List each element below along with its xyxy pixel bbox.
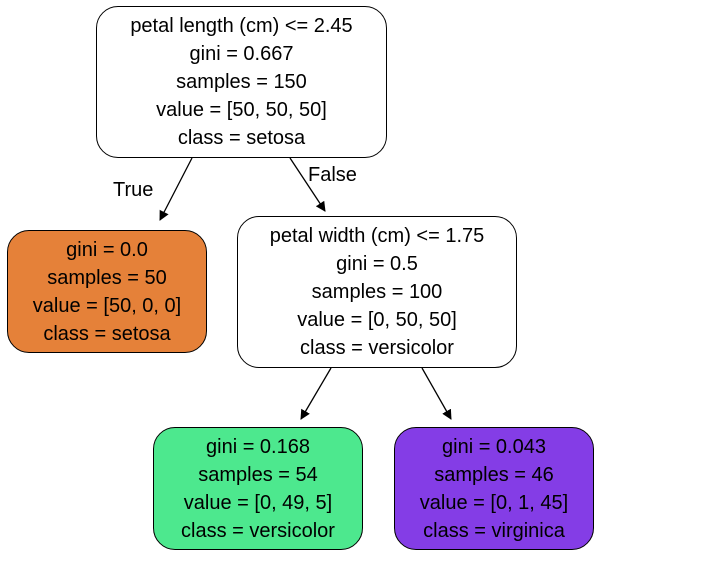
virginica-leaf-node: gini = 0.043 samples = 46 value = [0, 1, 4…	[394, 427, 594, 550]
left-leaf-line-2: samples = 50	[47, 266, 167, 289]
right-split-line-3: samples = 100	[311, 281, 443, 303]
virginica-leaf-line-1: gini = 0.043	[442, 435, 546, 458]
versicolor-leaf-node: gini = 0.168 samples = 54 value = [0, 49, …	[153, 427, 363, 550]
right-split-line-4: value = [0, 50, 50]	[297, 309, 457, 331]
root-line-5: class = setosa	[177, 127, 306, 149]
right-split-line-5: class = versicolor	[300, 337, 454, 359]
left-leaf-line-4: class = setosa	[43, 322, 171, 345]
edge-label-true: True	[113, 179, 154, 201]
left-leaf-node-setosa: gini = 0.0 samples = 50 value = [50, 0, 0]…	[7, 230, 207, 353]
right-split-node: petal width (cm) <= 1.75 gini = 0.5 sample…	[237, 216, 517, 368]
versicolor-leaf-line-3: value = [0, 49, 5]	[183, 491, 333, 514]
edge-right-split-to-virginica-leaf	[421, 367, 452, 420]
left-leaf-line-3: value = [50, 0, 0]	[32, 294, 182, 317]
root-line-3: samples = 150	[176, 71, 307, 93]
edge-root-to-left-leaf	[159, 157, 193, 221]
right-split-line-1: petal width (cm) <= 1.75	[269, 225, 485, 247]
edge-right-split-to-versicolor-leaf	[300, 367, 332, 420]
edge-label-false: False	[308, 164, 357, 186]
right-split-line-2: gini = 0.5	[336, 253, 418, 275]
virginica-leaf-line-4: class = virginica	[423, 519, 565, 542]
versicolor-leaf-line-4: class = versicolor	[181, 519, 335, 542]
root-line-1: petal length (cm) <= 2.45	[130, 15, 353, 37]
left-leaf-line-1: gini = 0.0	[66, 238, 148, 261]
virginica-leaf-line-3: value = [0, 1, 45]	[419, 491, 569, 514]
root-line-2: gini = 0.667	[189, 43, 294, 65]
versicolor-leaf-line-1: gini = 0.168	[206, 435, 310, 458]
virginica-leaf-line-2: samples = 46	[434, 463, 554, 486]
versicolor-leaf-line-2: samples = 54	[198, 463, 318, 486]
edge-root-to-right-split	[289, 157, 326, 212]
root-line-4: value = [50, 50, 50]	[156, 99, 327, 121]
root-node: petal length (cm) <= 2.45 gini = 0.667 sam…	[96, 6, 387, 158]
